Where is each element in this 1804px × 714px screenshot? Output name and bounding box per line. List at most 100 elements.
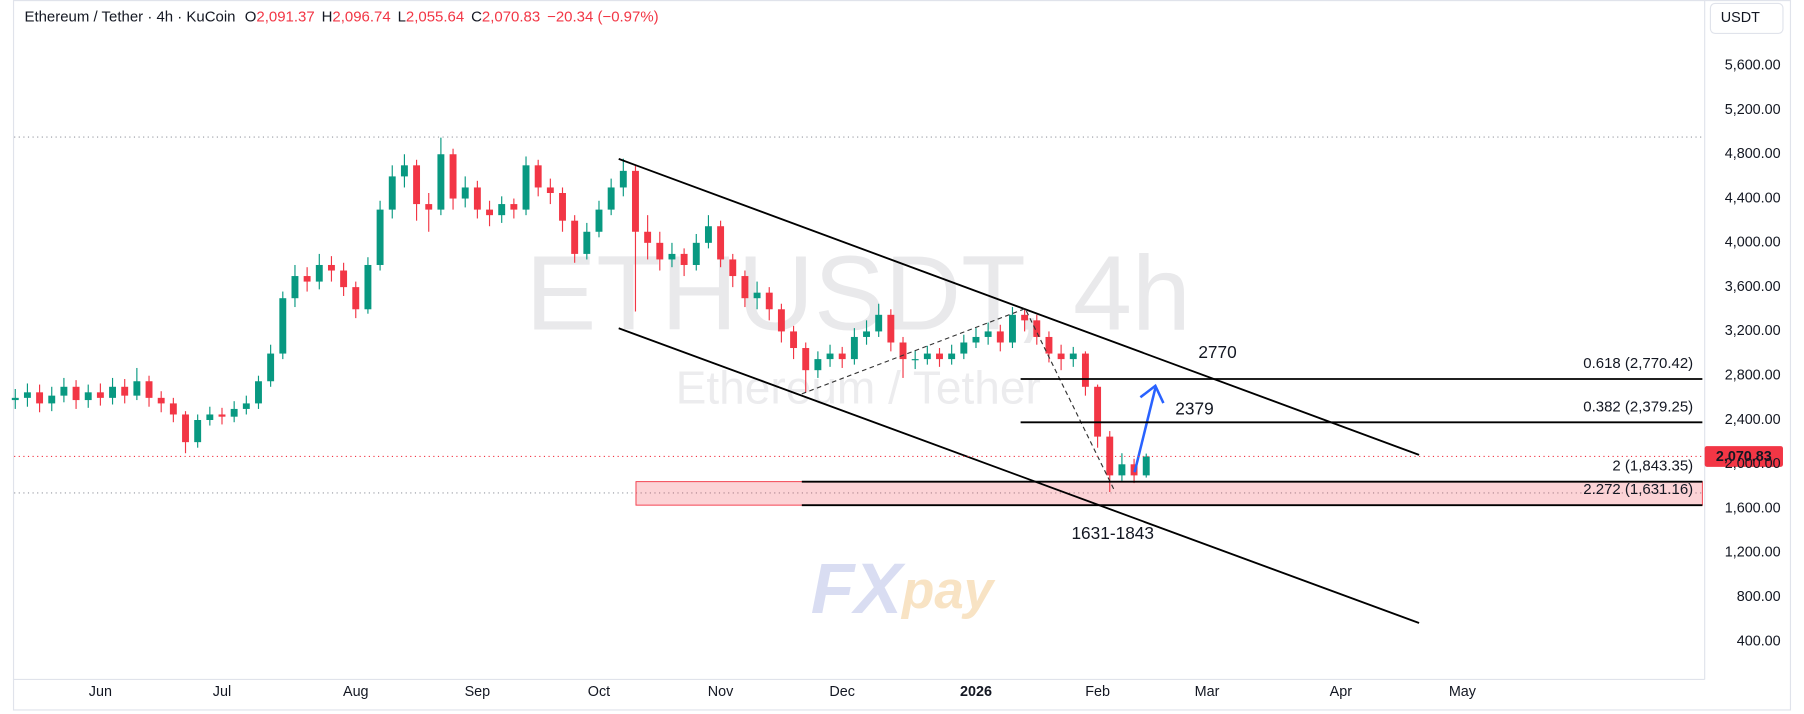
ohlc-value: 2,055.64 xyxy=(406,8,464,25)
projection-arrow xyxy=(1133,387,1157,473)
currency-button[interactable] xyxy=(1709,2,1784,34)
candle-body xyxy=(157,397,165,404)
candle-body xyxy=(388,176,396,210)
candle-body xyxy=(230,408,238,417)
fib-label: 0.382 (2,379.25) xyxy=(1583,398,1693,415)
candle-body xyxy=(169,403,177,415)
candle-body xyxy=(291,276,299,299)
ohlc-value: 2,091.37 xyxy=(256,8,314,25)
y-tick-label: 5,200.00 xyxy=(1725,102,1781,118)
candle-body xyxy=(595,209,603,232)
candle-body xyxy=(425,204,433,210)
candle-body xyxy=(522,165,530,210)
channel-upper xyxy=(618,158,1420,456)
y-tick-label: 2,800.00 xyxy=(1725,368,1781,384)
ohlc-key: C xyxy=(471,8,482,25)
watermark-subtitle: Ethereum / Tether xyxy=(676,362,1041,414)
candle-body xyxy=(1094,386,1102,437)
candle-body xyxy=(534,165,542,188)
candle-body xyxy=(948,353,956,360)
candle-body xyxy=(279,298,287,354)
fib-label: 0.618 (2,770.42) xyxy=(1583,355,1693,372)
candle-body xyxy=(656,242,664,260)
candle-body xyxy=(765,292,773,310)
candle-body xyxy=(182,414,189,443)
candle-body xyxy=(364,264,372,310)
watermark-title: ETHUSDT, 4h xyxy=(526,235,1191,353)
x-tick-label: May xyxy=(1449,684,1477,700)
candle-body xyxy=(923,353,931,360)
candle-body xyxy=(632,170,639,232)
currency[interactable]: USDT xyxy=(1721,10,1760,26)
dashed-wave xyxy=(801,307,1115,490)
candle-body xyxy=(1045,336,1053,354)
y-tick-label: 400.00 xyxy=(1737,633,1781,649)
candle-body xyxy=(498,204,506,216)
candle-body xyxy=(206,414,214,421)
candle-body xyxy=(242,403,250,409)
logo-part: pay xyxy=(900,561,996,620)
candle-body xyxy=(72,386,80,401)
y-tick-label: 2,400.00 xyxy=(1725,412,1781,428)
candle-body xyxy=(352,287,360,310)
candle-body xyxy=(826,353,834,360)
annotation: 1631-1843 xyxy=(1071,523,1154,543)
annotation: 2770 xyxy=(1198,342,1236,362)
candle-body xyxy=(109,386,117,398)
candle-body xyxy=(96,392,104,398)
candle-body xyxy=(1033,320,1041,337)
x-tick-label: Jul xyxy=(213,684,231,700)
candle-body xyxy=(619,170,627,188)
y-tick-label: 800.00 xyxy=(1737,589,1781,605)
candle-body xyxy=(1142,456,1150,476)
candle-body xyxy=(790,331,798,349)
y-tick-label: 4,800.00 xyxy=(1725,146,1781,162)
candle-body xyxy=(1081,353,1089,387)
candle-body xyxy=(218,414,226,417)
candle-body xyxy=(546,187,554,194)
candle-body xyxy=(887,314,895,343)
change: −20.34 (−0.97%) xyxy=(547,8,659,25)
candle-body xyxy=(911,359,919,361)
x-tick-label: Feb xyxy=(1085,684,1110,700)
projection-arrowhead xyxy=(1139,383,1165,404)
x-tick-label: Dec xyxy=(829,684,855,700)
last-price-label: 2,070.83 xyxy=(1716,449,1772,465)
candle-body xyxy=(704,226,712,243)
fib-label: 2 (1,843.35) xyxy=(1612,458,1693,475)
candle-body xyxy=(449,154,457,199)
candle-body xyxy=(644,231,652,243)
candle-body xyxy=(510,204,518,210)
candle-body xyxy=(753,292,761,299)
candle-body xyxy=(315,264,323,282)
candle-body xyxy=(1118,464,1126,476)
candle-body xyxy=(571,220,579,254)
candle-body xyxy=(36,392,44,404)
candle-body xyxy=(680,253,688,265)
candle-body xyxy=(984,331,992,337)
candle-body xyxy=(1106,436,1114,476)
candle-body xyxy=(486,209,493,216)
candle-body xyxy=(936,353,943,360)
candle-body xyxy=(1009,314,1016,343)
watermark: ETHUSDT, 4h Ethereum / Tether FXpay xyxy=(526,235,1191,629)
candle-body xyxy=(255,381,262,404)
candle-body xyxy=(607,187,615,210)
candle-body xyxy=(23,392,31,398)
candle-body xyxy=(899,342,907,360)
candle-body xyxy=(400,165,408,177)
last-price-tag xyxy=(1704,446,1783,467)
x-tick-label: Mar xyxy=(1195,684,1220,700)
candle-body xyxy=(559,193,566,221)
x-tick-label: Aug xyxy=(343,684,369,700)
symbol: Ethereum / Tether · 4h · KuCoin xyxy=(24,8,235,25)
candle-body xyxy=(850,336,858,360)
x-tick-label: Apr xyxy=(1330,684,1353,700)
candle-body xyxy=(376,209,384,265)
y-tick-label: 4,000.00 xyxy=(1725,235,1781,251)
candle-body xyxy=(741,276,749,299)
candle-body xyxy=(692,242,700,265)
candle-body xyxy=(777,309,785,332)
candle-body xyxy=(84,392,92,401)
candle-body xyxy=(1021,314,1029,321)
